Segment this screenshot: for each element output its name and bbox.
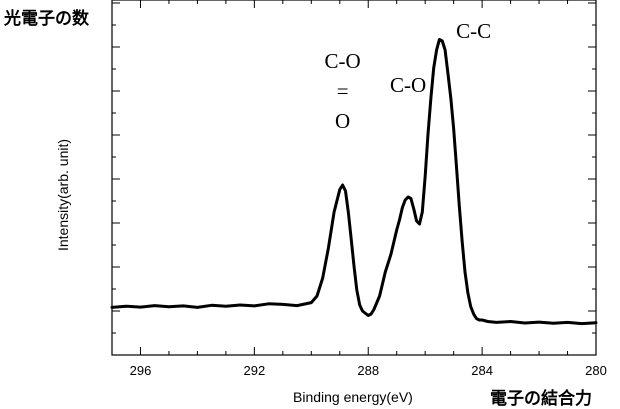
x-axis-label: Binding energy(eV)	[293, 389, 413, 405]
x-tick-label: 284	[471, 363, 493, 378]
x-tick-label: 280	[585, 363, 607, 378]
peak-annotation: C-O	[390, 73, 426, 97]
x-tick-labels: 296 292 288 284 280	[130, 363, 607, 378]
y-axis-label: Intensity(arb. unit)	[55, 139, 71, 251]
peak-annotations: C-O = O C-O C-C	[325, 19, 492, 133]
spectrum-line	[110, 38, 598, 326]
peak-annotation: =	[337, 79, 349, 103]
peak-annotation: O	[335, 109, 350, 133]
peak-annotation: C-C	[456, 19, 491, 43]
corner-label-x: 電子の結合力	[490, 388, 592, 409]
corner-label-y: 光電子の数	[3, 8, 90, 29]
x-tick-label: 296	[130, 363, 152, 378]
peak-annotation: C-O	[325, 49, 361, 73]
x-tick-label: 288	[357, 363, 379, 378]
x-tick-label: 292	[244, 363, 266, 378]
axis-ticks	[112, 0, 597, 356]
plot-frame	[111, 0, 597, 356]
